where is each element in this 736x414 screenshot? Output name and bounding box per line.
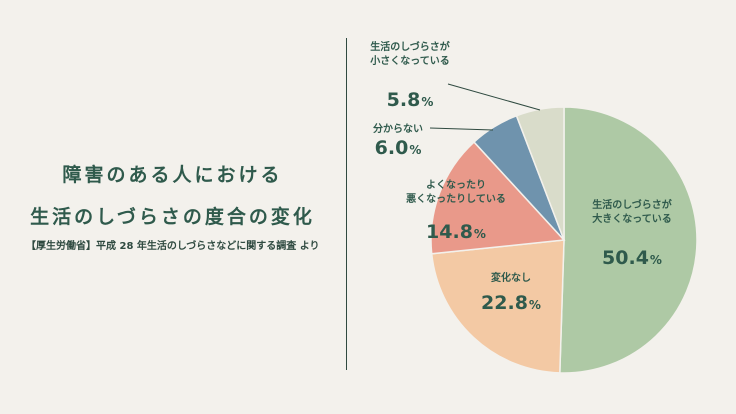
slice-label-2-line-0: よくなったり bbox=[426, 179, 486, 191]
slice-label-0-line-0: 生活のしづらさが bbox=[592, 198, 672, 211]
slice-value-4: 5.8% bbox=[387, 89, 434, 111]
pie-slice-0 bbox=[559, 106, 698, 374]
slice-label-0-line-1: 大きくなっている bbox=[592, 212, 672, 225]
chart-title-line-2: 生活のしづらさの度合の変化 bbox=[30, 206, 315, 228]
slice-label-3-line-0: 分からない bbox=[373, 122, 423, 135]
slice-value-0: 50.4% bbox=[602, 247, 662, 269]
chart-title-line-1: 障害のある人における bbox=[62, 164, 283, 186]
vertical-divider bbox=[346, 38, 347, 370]
pie-slice-4 bbox=[515, 106, 565, 241]
slice-value-2: 14.8% bbox=[426, 221, 486, 243]
source-note: 【厚生労働省】平成 28 年生活のしづらさなどに関する調査 より bbox=[26, 241, 320, 252]
leader-line-4 bbox=[447, 83, 541, 111]
pie-slice-1 bbox=[430, 239, 565, 374]
slice-label-1-line-0: 変化なし bbox=[491, 271, 531, 284]
slice-value-3: 6.0% bbox=[375, 137, 422, 159]
slice-label-4-line-1: 小さくなっている bbox=[369, 54, 450, 67]
slice-value-1: 22.8% bbox=[481, 292, 541, 314]
slice-label-2-line-1: 悪くなったりしている bbox=[406, 193, 506, 205]
slice-label-4-line-0: 生活のしづらさが bbox=[370, 40, 450, 53]
pie-slice-2 bbox=[430, 140, 566, 255]
leader-line-3 bbox=[429, 127, 494, 131]
